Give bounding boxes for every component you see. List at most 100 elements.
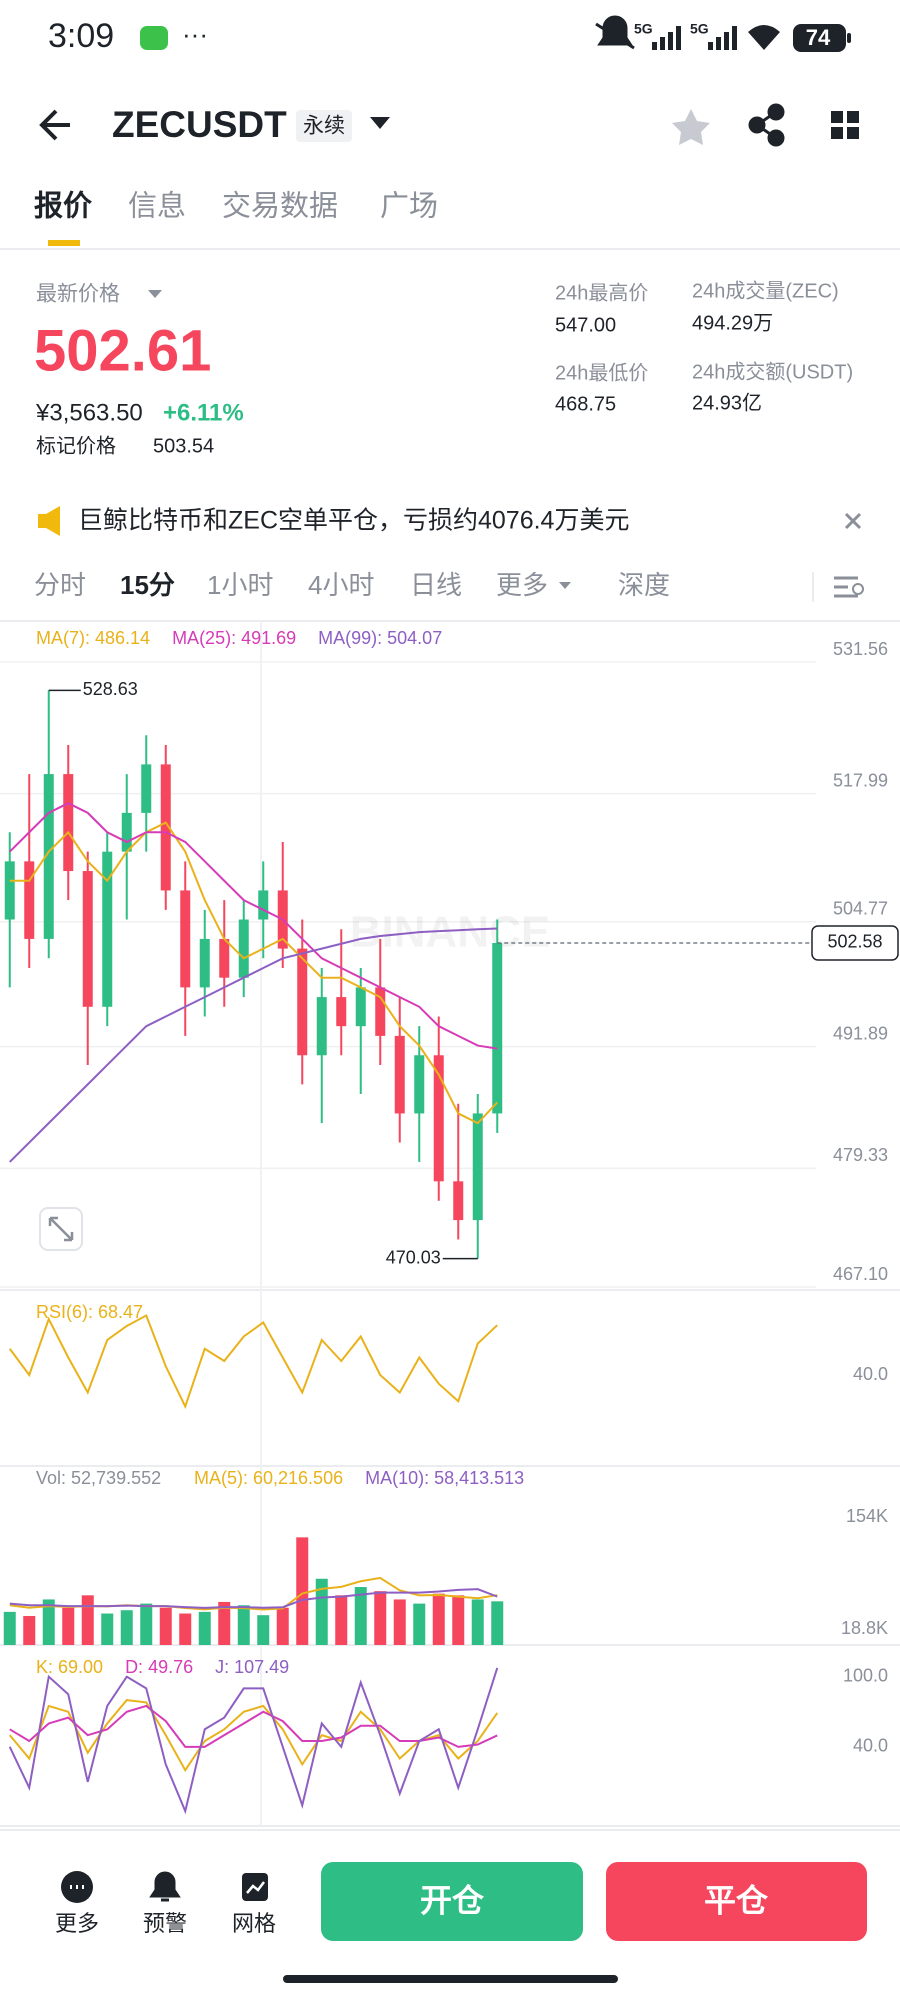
tab[interactable]: 交易数据 [222, 190, 338, 223]
volume-bar [491, 1601, 504, 1645]
candle-body [472, 1113, 483, 1221]
y-tick-label: 517.99 [833, 770, 888, 790]
symbol-dropdown[interactable] [370, 117, 390, 129]
volume-bar [413, 1603, 426, 1645]
close-button-label[interactable]: 平仓 [704, 1882, 769, 1918]
indicator-line [8, 1699, 499, 1773]
candle-body [102, 851, 113, 1007]
indicator-line [9, 802, 498, 1050]
tab[interactable]: 报价 [34, 190, 93, 223]
battery [793, 24, 846, 52]
stat-value: 468.75 [555, 393, 616, 415]
legend-entry: K: 69.00 [36, 1657, 103, 1677]
candle-body [375, 987, 386, 1036]
interval[interactable]: 日线 [410, 570, 462, 600]
legend-entry: D: 49.76 [125, 1657, 193, 1677]
alert-icon[interactable] [149, 1871, 181, 1902]
price-dropdown[interactable] [148, 290, 162, 298]
open-button[interactable] [321, 1862, 583, 1941]
candle-body [219, 938, 230, 978]
volume-bar [374, 1591, 387, 1645]
volume-bar [296, 1537, 309, 1645]
interval[interactable]: 15分 [120, 570, 175, 600]
panel-title: RSI(6): 68.47 [36, 1302, 143, 1322]
candle-body [414, 1055, 425, 1114]
interval[interactable]: 深度 [618, 570, 670, 600]
stat-value: 547.00 [555, 314, 616, 336]
legend-entry: J: 107.49 [215, 1657, 289, 1677]
high-label: 528.63 [83, 679, 138, 699]
open-button-label[interactable]: 开仓 [420, 1882, 485, 1918]
legend-entry: MA(7): 486.14 [36, 628, 150, 648]
low-label: 470.03 [386, 1247, 441, 1267]
candle-body [24, 861, 35, 939]
y-tick-label: 479.33 [833, 1145, 888, 1165]
volume-bar [471, 1599, 484, 1645]
y-tick-label: 531.56 [833, 639, 888, 659]
tab[interactable]: 信息 [128, 190, 186, 223]
legend-entry: MA(99): 504.07 [318, 628, 442, 648]
back-button[interactable] [39, 109, 70, 141]
interval[interactable]: 4小时 [308, 570, 374, 600]
candle-body [4, 861, 15, 920]
volume-bar [198, 1611, 211, 1645]
volume-bar [237, 1605, 250, 1645]
legend-entry: MA(5): 60,216.506 [194, 1468, 343, 1488]
megaphone-icon [38, 506, 60, 536]
volume-bar [315, 1578, 328, 1645]
contract-badge [296, 110, 352, 142]
candle-body [433, 1055, 444, 1182]
volume-bar [354, 1587, 367, 1645]
mark-price: 503.54 [153, 435, 214, 457]
candle-body [199, 938, 210, 988]
interval[interactable]: 更多 [496, 570, 548, 600]
volume-bar [159, 1607, 172, 1645]
candle-body [63, 774, 74, 872]
volume-bar [81, 1595, 94, 1645]
mark-label: 标记价格 [36, 434, 116, 457]
signal-icon [652, 26, 681, 50]
volume-bar [452, 1595, 465, 1645]
last-price-label: 502.58 [827, 932, 882, 952]
close-announcement[interactable] [844, 512, 862, 530]
stat-label: 24h最高价 [555, 281, 648, 304]
price-change: +6.11% [163, 399, 244, 426]
last-price: 502.61 [34, 318, 211, 383]
action-label[interactable]: 网格 [232, 1911, 276, 1936]
tab[interactable]: 广场 [380, 190, 438, 223]
candle-body [238, 919, 249, 978]
y-tick-label: 40.0 [853, 1736, 888, 1756]
more-dots: ··· [182, 19, 208, 49]
candle-body [336, 997, 347, 1027]
action-label[interactable]: 预警 [143, 1911, 187, 1936]
action-label[interactable]: 更多 [55, 1911, 99, 1936]
interval[interactable]: 1小时 [207, 570, 273, 600]
announcement[interactable]: 巨鲸比特币和ZEC空单平仓，亏损约4076.4万美元 [78, 507, 629, 535]
volume-bar [140, 1603, 153, 1645]
interval[interactable]: 分时 [34, 570, 86, 600]
chart-settings[interactable] [834, 576, 858, 598]
watermark: BINANCE [350, 908, 550, 957]
more-dropdown[interactable] [559, 582, 571, 589]
panel-title: Vol: 52,739.552 [36, 1468, 161, 1488]
grid-menu[interactable] [831, 111, 859, 139]
grid-icon-line [246, 1881, 265, 1894]
share-button[interactable] [748, 103, 785, 147]
indicator-line [8, 1314, 498, 1410]
volume-bar [120, 1610, 133, 1645]
volume-bar [393, 1599, 406, 1645]
volume-bar [218, 1601, 231, 1645]
indicator-line [8, 1667, 499, 1815]
favorite-star[interactable] [672, 109, 710, 145]
status-time: 3:09 [48, 17, 114, 55]
y-tick-label: 100.0 [843, 1665, 888, 1685]
wifi-icon [748, 25, 780, 50]
stat-label: 24h成交量(ZEC) [692, 279, 839, 302]
candle-body [492, 942, 503, 1114]
volume-bar [42, 1599, 55, 1645]
stat-label: 24h最低价 [555, 361, 648, 384]
volume-bar [179, 1613, 192, 1645]
close-button[interactable] [606, 1862, 867, 1941]
